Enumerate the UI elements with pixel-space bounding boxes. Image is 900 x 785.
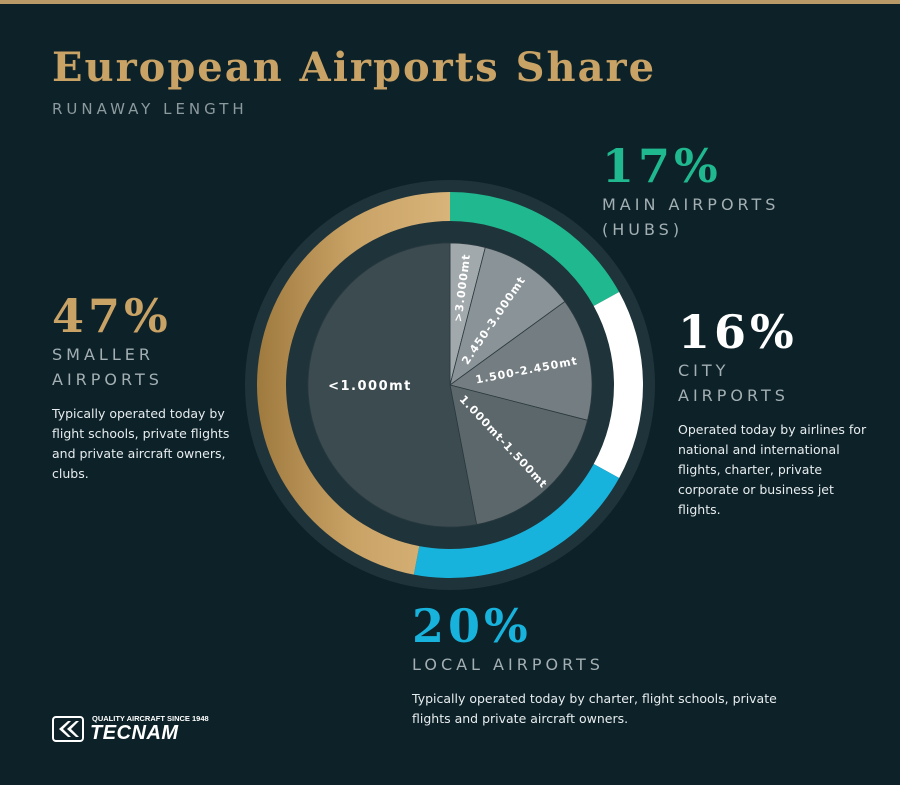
smaller-airports-block: 47% SMALLER AIRPORTS Typically operated …: [52, 290, 252, 484]
city-airports-label-line1: CITY: [678, 361, 730, 380]
main-airports-label-line1: MAIN AIRPORTS: [602, 195, 780, 214]
smaller-airports-label: SMALLER AIRPORTS: [52, 342, 252, 392]
local-airports-block: 20% LOCAL AIRPORTS Typically operated to…: [412, 600, 802, 729]
smaller-airports-label-line2: AIRPORTS: [52, 370, 163, 389]
logo-tagline: QUALITY AIRCRAFT SINCE 1948: [92, 714, 209, 723]
top-rule: [0, 0, 900, 4]
city-airports-description: Operated today by airlines for national …: [678, 422, 867, 517]
local-airports-description: Typically operated today by charter, fli…: [412, 691, 777, 726]
main-airports-label-line2: (HUBS): [602, 220, 684, 239]
ring-segment-main-airports-hubs: [450, 192, 620, 306]
city-airports-label: CITY AIRPORTS: [678, 358, 878, 408]
main-airports-percent: 17%: [602, 139, 722, 193]
pie-slice-1-000mt: [307, 242, 478, 528]
smaller-airports-description: Typically operated today by flight schoo…: [52, 406, 230, 481]
pie-slice-1-000mt-1-500mt: [449, 384, 589, 525]
smaller-airports-label-line1: SMALLER: [52, 345, 154, 364]
city-airports-label-line2: AIRPORTS: [678, 386, 789, 405]
main-airports-label: MAIN AIRPORTS (HUBS): [602, 192, 779, 242]
ring-segment-local-airports: [413, 464, 620, 578]
pie-slice-1-500-2-450mt: [449, 300, 593, 421]
outer-ring: [257, 192, 643, 578]
smaller-airports-percent: 47%: [52, 289, 172, 343]
pie-label-1-000mt: <1.000mt: [328, 379, 412, 394]
ring-segment-smaller-airports: [257, 192, 450, 575]
city-airports-block: 16% CITY AIRPORTS Operated today by airl…: [678, 306, 878, 520]
page-subtitle: RUNAWAY LENGTH: [52, 100, 248, 118]
logo-badge: [52, 716, 84, 742]
page-title: European Airports Share: [52, 44, 657, 91]
local-airports-percent: 20%: [412, 599, 532, 653]
logo-wordmark: TECNAM: [90, 722, 179, 744]
ring-segment-city-airports: [593, 292, 643, 478]
main-airports-block: 17% MAIN AIRPORTS (HUBS): [602, 140, 779, 242]
pie-slice-2-450-3-000mt: [449, 246, 566, 386]
local-airports-label: LOCAL AIRPORTS: [412, 652, 802, 677]
chevron-arrows-icon: [59, 721, 79, 737]
local-airports-label-line1: LOCAL AIRPORTS: [412, 655, 604, 674]
inner-pie: [307, 242, 593, 528]
city-airports-percent: 16%: [678, 305, 798, 359]
